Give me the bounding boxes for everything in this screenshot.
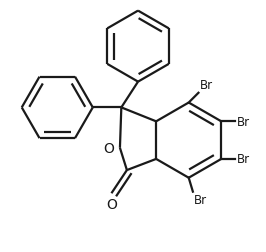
Text: Br: Br [194, 193, 207, 206]
Text: O: O [106, 198, 117, 212]
Text: Br: Br [236, 153, 250, 166]
Text: Br: Br [236, 115, 250, 128]
Text: Br: Br [200, 79, 213, 92]
Text: O: O [103, 141, 114, 155]
